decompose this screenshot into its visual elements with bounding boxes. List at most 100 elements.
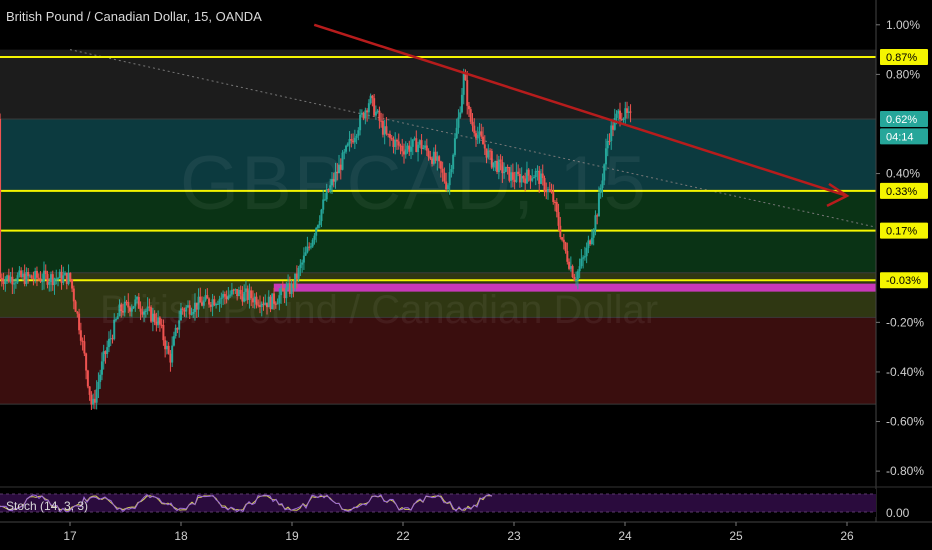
price-tick-label: 1.00% [886,18,920,32]
candle-body [436,156,439,161]
candle-body [39,278,42,282]
candle-body [260,303,263,307]
candle-body [172,336,175,346]
candle-body [559,225,562,238]
candle-body [327,189,330,192]
candle-body [295,273,298,279]
candle-body [195,302,198,310]
candle-body [190,313,193,315]
stoch-value: 0.00 [886,506,910,520]
candle-body [4,279,7,284]
candle-body [34,270,37,280]
candle-body [341,152,344,170]
candle-body [204,295,207,301]
candle-body [357,130,360,136]
candle-body [511,172,514,180]
candle-body [67,272,70,284]
candle-body [102,351,105,362]
candle-body [557,212,560,226]
candle-body [538,170,541,184]
candle-body [360,112,363,115]
candle-body [302,255,305,263]
candle-body [390,137,393,140]
candle-body [332,179,335,182]
candle-body [448,172,451,186]
candle-body [555,202,558,213]
candle-body [404,149,407,155]
candle-body [143,311,146,315]
candle-body [552,192,555,203]
candle-body [615,113,618,118]
candle-body [413,138,416,140]
candle-body [255,296,258,305]
candle-body [280,288,283,296]
candle-body [425,145,428,151]
candle-body [380,120,383,122]
candle-body [16,275,19,283]
candle-body [179,308,182,321]
candle-body [483,144,486,149]
candle-body [167,345,170,354]
candle-body [92,398,95,405]
candle-body [134,299,137,307]
candle-body [541,173,544,179]
candle-body [427,150,430,158]
candle-body [60,271,63,283]
candle-body [0,119,2,278]
price-tick-label: -0.20% [886,315,924,329]
candle-body [93,398,96,403]
candle-body [473,125,476,134]
candle-body [550,191,553,193]
candle-body [99,374,102,382]
candle-body [213,299,216,306]
candle-body [258,305,261,307]
price-badge-label: 0.17% [886,226,917,238]
stoch-label: Stoch (14, 3, 3) [6,499,89,513]
candle-body [220,297,223,299]
candle-body [118,304,121,317]
candle-body [566,250,569,262]
candle-body [338,164,341,174]
candle-body [518,173,521,183]
candle-body [42,270,45,282]
candle-body [287,283,290,288]
candle-body [369,95,372,104]
candle-body [496,161,499,173]
candle-body [216,303,219,305]
time-tick-label: 24 [618,529,632,543]
candle-body [320,209,323,222]
price-tick-label: -0.60% [886,415,924,429]
candle-body [264,302,267,305]
candle-body [524,178,527,184]
candle-body [420,140,423,149]
candle-body [122,311,125,313]
candle-body [90,394,93,405]
candle-body [65,272,68,284]
candle-body [424,145,427,148]
candle-body [199,296,202,303]
candle-body [543,178,546,192]
candle-body [64,272,67,276]
candle-body [206,295,209,299]
candle-body [127,302,130,308]
candle-body [589,240,592,245]
stoch-band [0,494,876,512]
candle-body [236,289,239,297]
candle-body [466,80,469,106]
candle-body [72,288,75,302]
candle-body [30,275,33,279]
candle-body [611,125,614,130]
candle-body [503,171,506,174]
candle-body [114,319,117,321]
candle-body [387,133,390,135]
candle-body [150,307,153,322]
candle-body [78,313,81,331]
candle-body [455,127,458,139]
candle-body [294,273,297,289]
candle-body [246,288,249,300]
candle-body [146,306,149,311]
time-tick-label: 23 [507,529,521,543]
candle-body [27,271,30,277]
